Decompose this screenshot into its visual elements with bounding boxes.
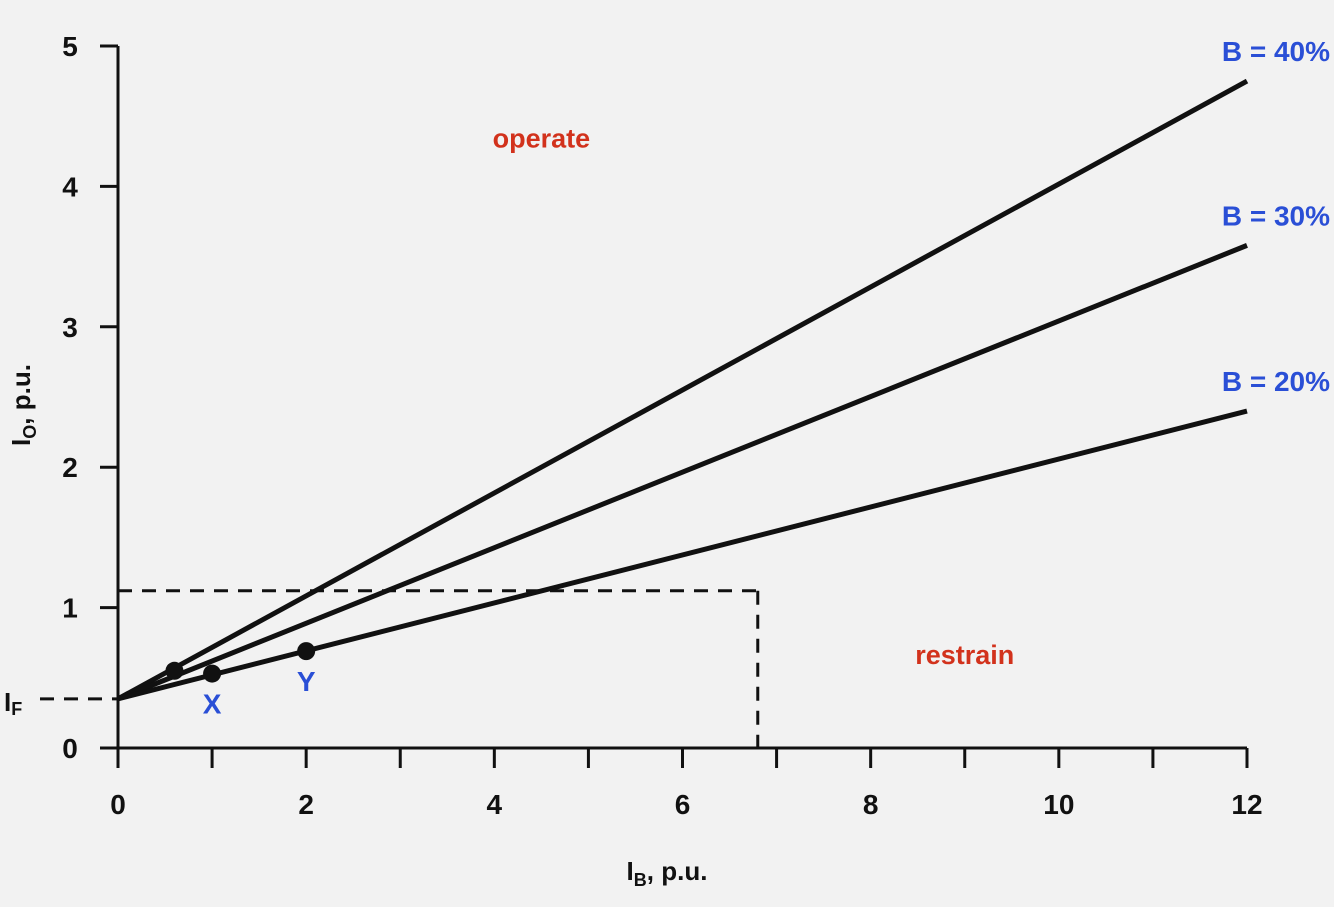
point-label-y: Y (297, 666, 316, 697)
x-tick-label: 6 (675, 789, 691, 820)
y-tick-label: 1 (62, 593, 78, 624)
data-point (165, 661, 184, 680)
series-lines (116, 78, 1249, 702)
y-tick-label: 3 (62, 312, 78, 343)
x-tick-label: 2 (298, 789, 314, 820)
x-tick-label: 4 (487, 789, 503, 820)
region-label-restrain: restrain (915, 640, 1014, 670)
data-point (297, 642, 316, 661)
y-tick-label: 5 (62, 31, 78, 62)
y-tick-label: 4 (62, 171, 78, 202)
x-tick-label: 0 (110, 789, 126, 820)
series-line-0 (116, 78, 1249, 702)
x-tick-label: 12 (1231, 789, 1262, 820)
series-line-2 (117, 408, 1248, 702)
series-label-0: B = 40% (1222, 36, 1330, 67)
points-group (165, 642, 316, 683)
y-tick-label: 2 (62, 452, 78, 483)
dashed-box-group (40, 589, 760, 748)
region-label-operate: operate (493, 123, 591, 153)
y-axis-title: IO, p.u. (6, 364, 40, 446)
if-label: IF (4, 687, 22, 719)
data-point (203, 664, 222, 683)
point-label-x: X (203, 689, 222, 720)
x-tick-label: 10 (1043, 789, 1074, 820)
x-tick-label: 8 (863, 789, 879, 820)
series-line-1 (117, 243, 1248, 702)
x-axis-title: IB, p.u. (627, 856, 708, 890)
series-label-2: B = 20% (1222, 366, 1330, 397)
y-tick-label: 0 (62, 733, 78, 764)
series-label-1: B = 30% (1222, 200, 1330, 231)
